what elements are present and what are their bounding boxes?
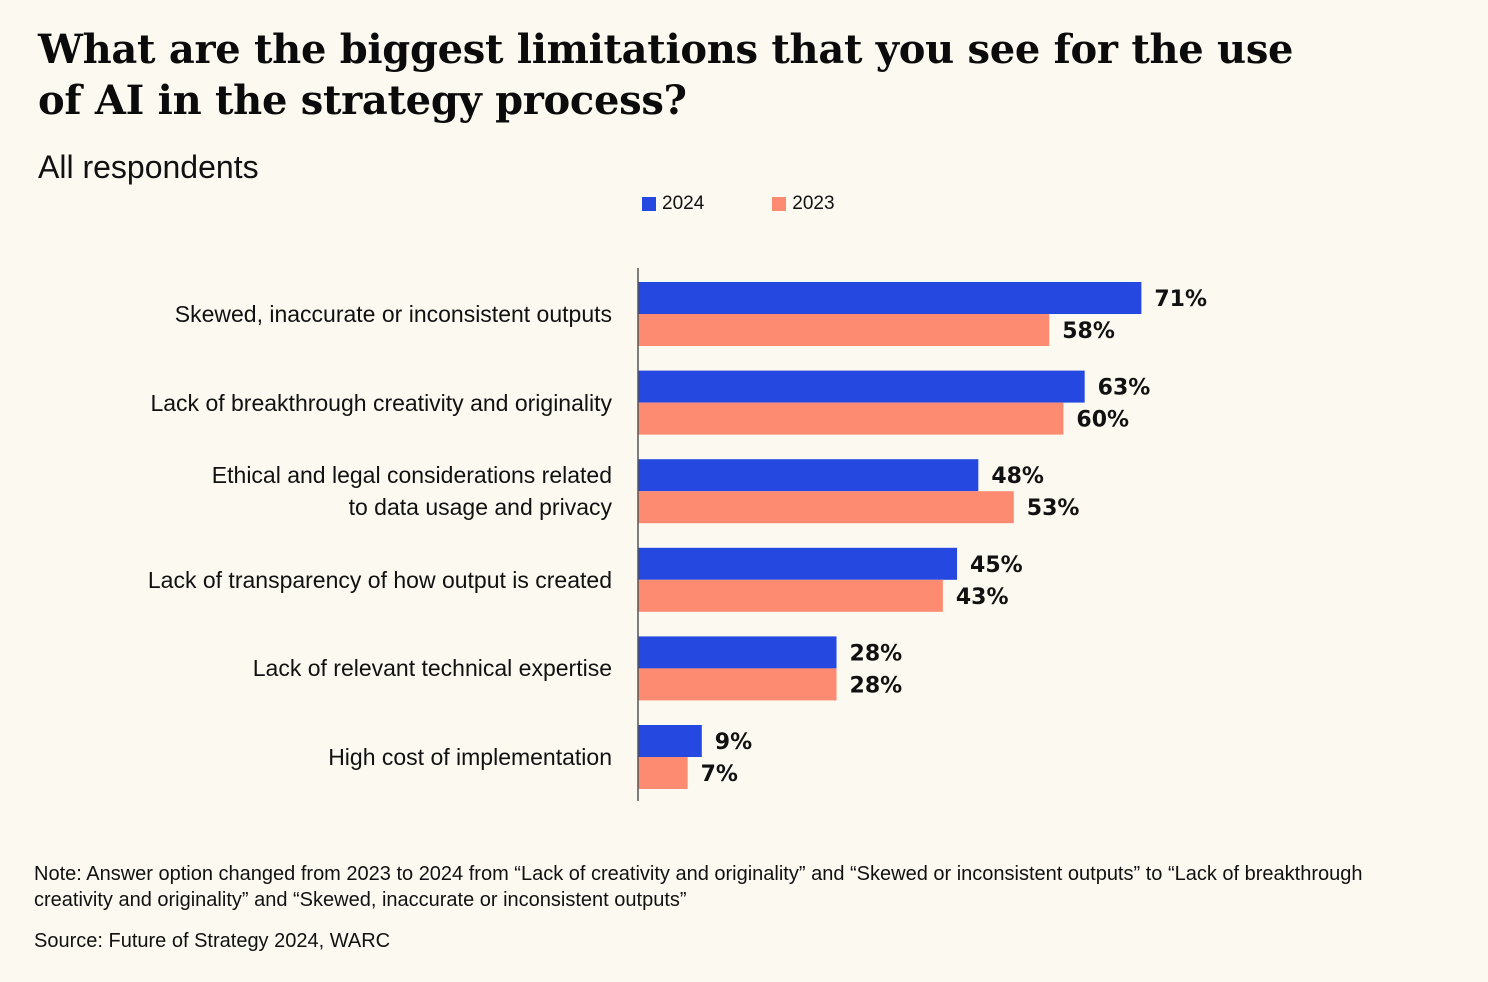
legend: 2024 2023 <box>642 192 903 216</box>
data-label-2023-4: 43% <box>956 585 1009 610</box>
bar-2023-4 <box>638 579 943 612</box>
bar-2023-3 <box>638 491 1014 524</box>
data-label-2024-5: 28% <box>850 641 903 666</box>
legend-label-2023: 2023 <box>792 193 835 214</box>
bar-2024-5 <box>638 636 837 669</box>
data-label-2024-3: 48% <box>991 464 1044 489</box>
legend-swatch-2024 <box>642 197 656 211</box>
category-label-6: High cost of implementation <box>328 741 612 773</box>
legend-item-2024: 2024 <box>642 193 704 215</box>
category-label-line: Lack of transparency of how output is cr… <box>147 566 612 593</box>
bar-2024-1 <box>638 282 1142 314</box>
data-label-2024-6: 9% <box>715 730 752 755</box>
category-label-1: Skewed, inaccurate or inconsistent outpu… <box>175 298 612 330</box>
data-label-2023-5: 28% <box>850 673 903 698</box>
legend-item-2023: 2023 <box>772 193 835 215</box>
data-label-2023-1: 58% <box>1062 319 1115 344</box>
category-label-line: to data usage and privacy <box>348 494 612 521</box>
category-label-line: Ethical and legal considerations related <box>211 462 612 489</box>
category-label-4: Lack of transparency of how output is cr… <box>148 564 612 596</box>
bar-2024-6 <box>638 725 702 757</box>
legend-label-2024: 2024 <box>662 193 705 214</box>
bar-2024-2 <box>638 370 1085 403</box>
chart-subtitle: All respondents <box>38 149 259 185</box>
bar-2023-6 <box>638 757 688 789</box>
footnote: Note: Answer option changed from 2023 to… <box>34 863 1363 911</box>
bar-2023-2 <box>638 402 1064 435</box>
data-label-2023-2: 60% <box>1076 408 1129 433</box>
category-label-line: Lack of breakthrough creativity and orig… <box>150 389 612 416</box>
category-label-line: Lack of relevant technical expertise <box>252 655 612 682</box>
category-label-2: Lack of breakthrough creativity and orig… <box>150 387 612 419</box>
source-line: Source: Future of Strategy 2024, WARC <box>34 930 391 952</box>
data-label-2024-1: 71% <box>1154 287 1207 312</box>
chart-title: What are the biggest limitations that yo… <box>38 26 1294 124</box>
category-label-line: Skewed, inaccurate or inconsistent outpu… <box>174 301 612 327</box>
bar-2024-4 <box>638 547 958 580</box>
bar-2023-5 <box>638 668 837 701</box>
data-label-2023-3: 53% <box>1027 496 1080 521</box>
bar-2024-3 <box>638 459 979 492</box>
bar-2023-1 <box>638 314 1050 346</box>
category-label-3: Ethical and legal considerations related… <box>212 459 612 523</box>
legend-swatch-2023 <box>772 197 787 211</box>
category-label-line: High cost of implementation <box>328 744 612 770</box>
data-label-2023-6: 7% <box>701 762 738 787</box>
category-label-5: Lack of relevant technical expertise <box>253 652 612 684</box>
data-label-2024-2: 63% <box>1098 376 1151 401</box>
data-label-2024-4: 45% <box>970 553 1023 578</box>
